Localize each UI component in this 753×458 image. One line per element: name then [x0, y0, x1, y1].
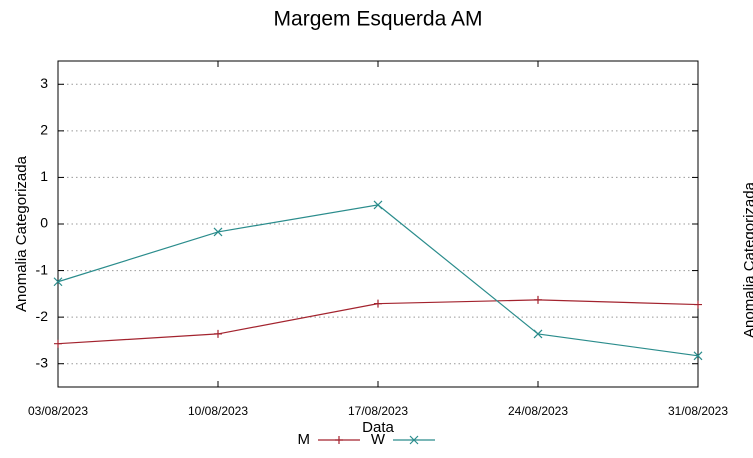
- legend-marker: [335, 436, 343, 444]
- x-axis-label: Data: [362, 419, 394, 436]
- data-point: [53, 277, 63, 287]
- data-point: [374, 299, 382, 308]
- legend-label: M: [298, 431, 311, 448]
- plot: -3 -2 -1 0 1 2 3 03/08/2023 10/08/2023 17/08/2023…: [28, 60, 728, 418]
- plot-border: [57, 60, 699, 388]
- data-point: [373, 200, 383, 210]
- neighbor-y-axis-label: Anomalia Categorizada: [741, 181, 753, 338]
- y-axis-label: Anomalia Categorizada: [13, 155, 30, 312]
- data-point: [534, 295, 542, 304]
- legend-label: W: [371, 431, 386, 448]
- data-point: [694, 300, 702, 309]
- y-tick-label: -2: [36, 308, 49, 324]
- data-point: [54, 339, 62, 348]
- data-point: [533, 329, 543, 339]
- data-point: [693, 351, 703, 361]
- y-tick-label: 1: [40, 168, 48, 184]
- y-tick-label: 2: [40, 122, 48, 138]
- x-tick-label: 17/08/2023: [348, 404, 408, 418]
- x-tick-label: 24/08/2023: [508, 404, 568, 418]
- chart-title: Margem Esquerda AM: [274, 8, 483, 31]
- y-tick-label: 0: [40, 215, 48, 231]
- x-tick-label: 03/08/2023: [28, 404, 88, 418]
- y-tick-label: -3: [36, 354, 49, 370]
- data-point: [214, 329, 222, 338]
- y-tick-label: -1: [36, 261, 49, 277]
- y-tick-label: 3: [40, 75, 48, 91]
- legend-marker: [409, 435, 419, 445]
- x-tick-label: 31/08/2023: [668, 404, 728, 418]
- x-tick-label: 10/08/2023: [188, 404, 248, 418]
- data-point: [213, 227, 223, 237]
